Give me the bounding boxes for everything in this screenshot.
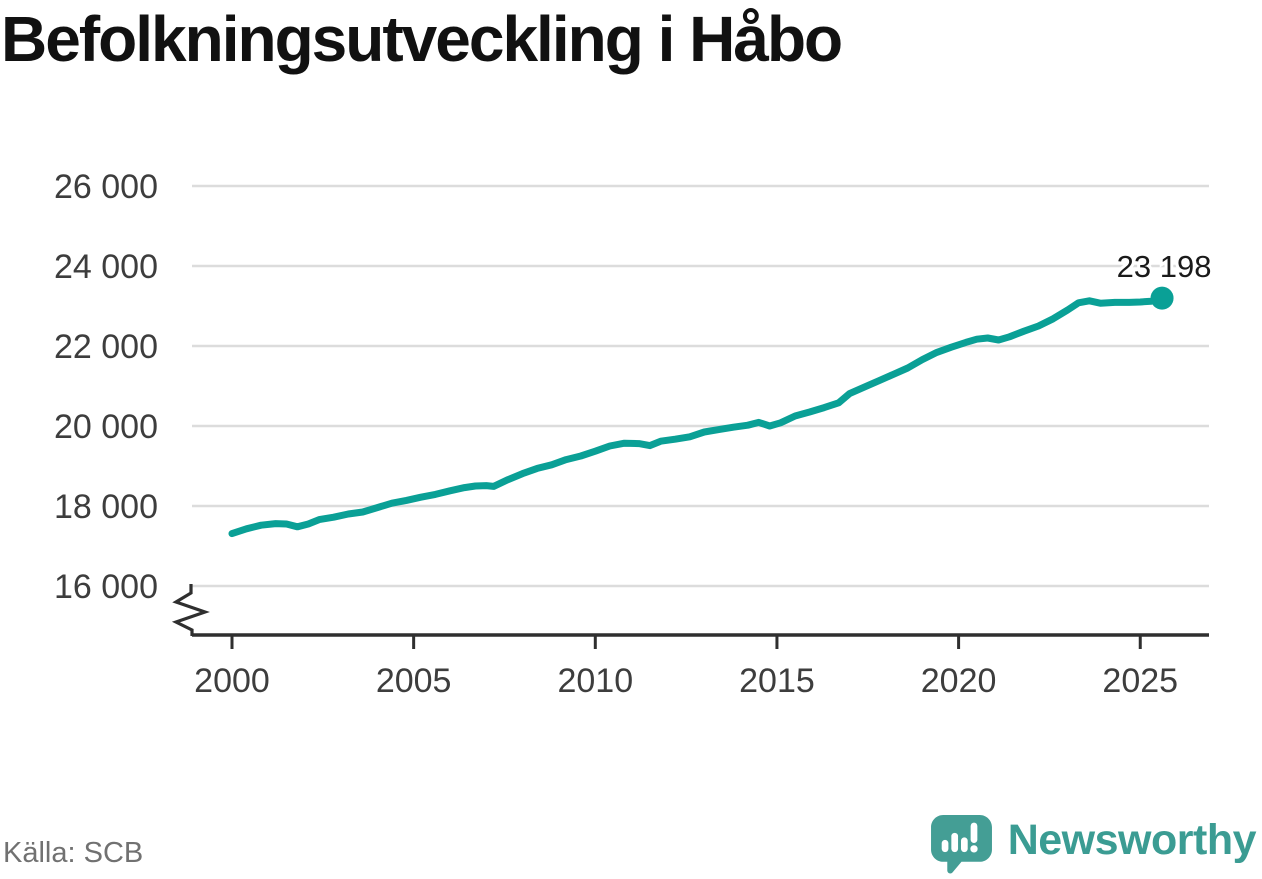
y-tick-label: 26 000 (54, 168, 158, 206)
newsworthy-wordmark: Newsworthy (1007, 816, 1257, 864)
population-series-line (228, 294, 1166, 538)
x-tick-label: 2015 (739, 662, 815, 700)
x-tick-label: 2000 (194, 662, 270, 700)
y-tick-label: 20 000 (54, 408, 158, 446)
x-tick-label: 2005 (376, 662, 452, 700)
gridlines (192, 184, 1209, 588)
y-tick-label: 24 000 (54, 248, 158, 286)
axis-break-icon (171, 584, 210, 636)
latest-value-label: 23 198 (1117, 249, 1212, 284)
x-tick-label: 2010 (557, 662, 633, 700)
x-tick-label: 2020 (921, 662, 997, 700)
y-tick-label: 16 000 (54, 568, 158, 606)
newsworthy-logo[interactable]: Newsworthy (928, 812, 1257, 877)
y-tick-label: 22 000 (54, 328, 158, 366)
chart-title: Befolkningsutveckling i Håbo (1, 3, 843, 75)
newsworthy-chart-bubble-icon (930, 815, 992, 874)
latest-value-dot (1150, 286, 1174, 310)
source-caption: Källa: SCB (3, 837, 144, 869)
x-axis: 2000 2005 2010 2015 2020 2025 (192, 633, 1209, 700)
y-tick-label: 18 000 (54, 488, 158, 526)
x-tick-label: 2025 (1102, 662, 1178, 700)
y-axis-labels: 16 000 18 000 20 000 22 000 24 000 26 000 (54, 168, 158, 606)
